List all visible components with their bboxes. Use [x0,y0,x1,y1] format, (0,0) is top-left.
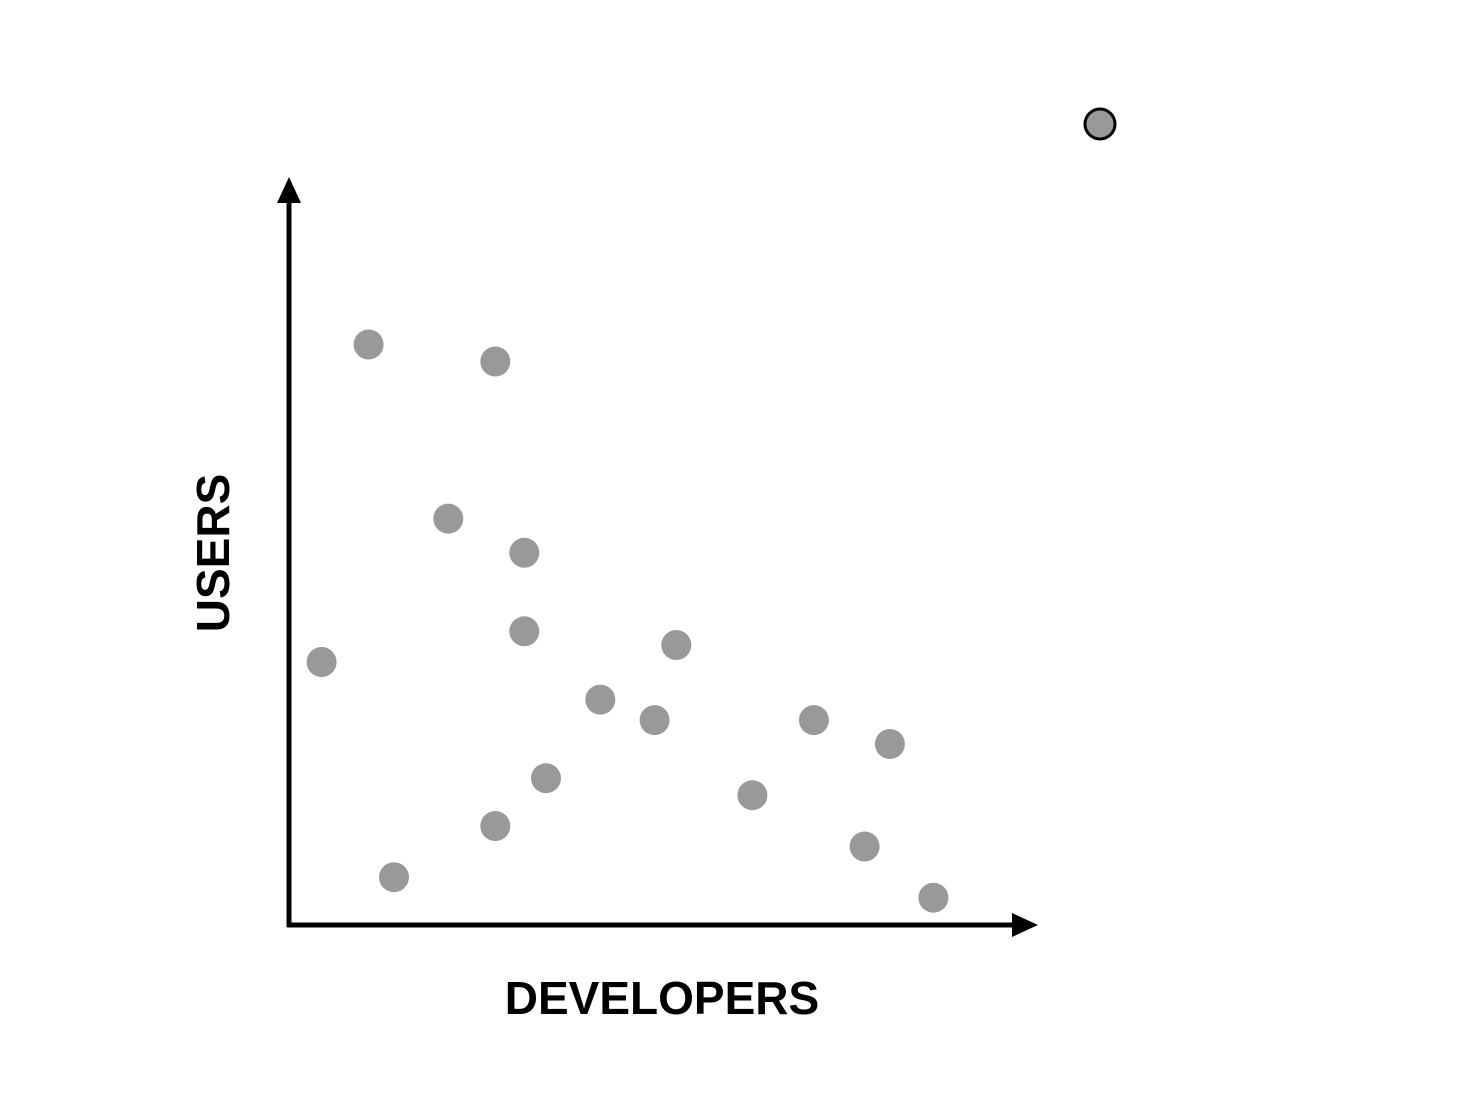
data-point [509,537,540,568]
data-points [306,329,949,913]
data-point [918,882,949,913]
data-point [737,780,768,811]
data-point [874,729,905,759]
data-point [306,647,337,677]
data-point [639,705,670,736]
data-point [798,705,829,736]
y-axis-arrowhead [277,177,301,203]
y-axis-label: USERS [187,474,239,632]
data-point [531,763,561,794]
data-point [585,684,616,715]
data-point [480,346,511,377]
data-point [353,329,384,360]
axes [277,177,1038,937]
x-axis-arrowhead [1012,913,1038,937]
data-point [509,616,540,647]
data-point [849,831,880,862]
data-point [379,862,409,893]
legend-marker-icon [1083,107,1117,141]
data-point [480,811,511,841]
data-point [661,630,692,660]
x-axis-label: DEVELOPERS [505,972,819,1024]
data-point [433,503,464,534]
